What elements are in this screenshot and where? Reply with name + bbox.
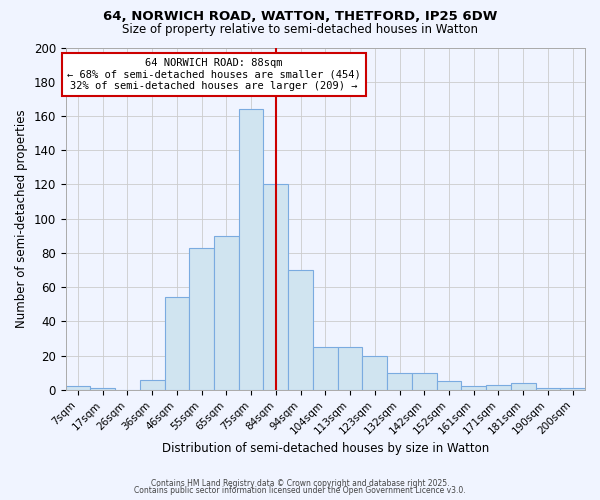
Bar: [338, 347, 362, 390]
Text: Contains public sector information licensed under the Open Government Licence v3: Contains public sector information licen…: [134, 486, 466, 495]
Bar: [560, 388, 585, 390]
Bar: [263, 184, 288, 390]
Bar: [387, 372, 412, 390]
Bar: [164, 298, 190, 390]
Bar: [536, 388, 560, 390]
Bar: [65, 386, 91, 390]
Text: 64, NORWICH ROAD, WATTON, THETFORD, IP25 6DW: 64, NORWICH ROAD, WATTON, THETFORD, IP25…: [103, 10, 497, 23]
X-axis label: Distribution of semi-detached houses by size in Watton: Distribution of semi-detached houses by …: [162, 442, 489, 455]
Bar: [437, 382, 461, 390]
Text: Contains HM Land Registry data © Crown copyright and database right 2025.: Contains HM Land Registry data © Crown c…: [151, 478, 449, 488]
Bar: [511, 383, 536, 390]
Bar: [461, 386, 486, 390]
Bar: [486, 384, 511, 390]
Text: Size of property relative to semi-detached houses in Watton: Size of property relative to semi-detach…: [122, 22, 478, 36]
Bar: [313, 347, 338, 390]
Text: 64 NORWICH ROAD: 88sqm
← 68% of semi-detached houses are smaller (454)
32% of se: 64 NORWICH ROAD: 88sqm ← 68% of semi-det…: [67, 58, 361, 91]
Bar: [239, 109, 263, 390]
Bar: [288, 270, 313, 390]
Bar: [190, 248, 214, 390]
Y-axis label: Number of semi-detached properties: Number of semi-detached properties: [15, 110, 28, 328]
Bar: [362, 356, 387, 390]
Bar: [91, 388, 115, 390]
Bar: [412, 372, 437, 390]
Bar: [140, 380, 164, 390]
Bar: [214, 236, 239, 390]
